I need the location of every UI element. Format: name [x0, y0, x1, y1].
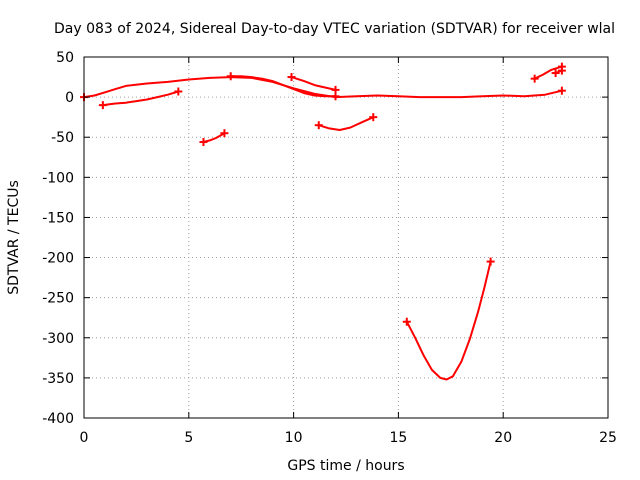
- series-line: [405, 260, 492, 381]
- y-tick-label: -100: [42, 170, 74, 186]
- x-tick-label: 20: [494, 430, 512, 446]
- data-point-marker: [369, 113, 378, 122]
- series-line: [290, 76, 337, 91]
- y-tick-label: 0: [65, 90, 74, 106]
- data-point-marker: [486, 257, 495, 266]
- series-layer: [80, 62, 566, 381]
- data-point-marker: [551, 69, 560, 78]
- y-tick-label: -200: [42, 251, 74, 267]
- y-tick-label: 50: [56, 50, 74, 66]
- series-line: [533, 65, 563, 80]
- x-axis-label: GPS time / hours: [287, 458, 404, 474]
- data-point-marker: [174, 87, 183, 96]
- data-point-marker: [402, 317, 411, 326]
- series-line: [317, 116, 375, 131]
- chart-title: Day 083 of 2024, Sidereal Day-to-day VTE…: [54, 21, 615, 37]
- series-line: [101, 90, 180, 107]
- data-point-marker: [314, 121, 323, 130]
- y-tick-label: -250: [42, 291, 74, 307]
- series-1: [98, 87, 183, 110]
- data-point-marker: [557, 86, 566, 95]
- series-4: [287, 73, 340, 94]
- x-tick-label: 10: [285, 430, 303, 446]
- data-point-marker: [557, 66, 566, 75]
- series-line: [83, 76, 563, 99]
- data-point-marker: [220, 129, 229, 138]
- y-tick-label: -400: [42, 411, 74, 427]
- plot-frame: [83, 56, 609, 419]
- data-point-marker: [331, 85, 340, 94]
- y-tick-label: -150: [42, 210, 74, 226]
- x-tick-label: 15: [389, 430, 407, 446]
- series-7: [530, 62, 566, 83]
- series-line: [202, 132, 226, 143]
- y-tick-label: -350: [42, 371, 74, 387]
- series-5: [314, 113, 378, 131]
- data-point-marker: [226, 72, 235, 81]
- series-8: [551, 66, 566, 78]
- data-point-marker: [98, 101, 107, 110]
- x-tick-label: 25: [599, 430, 617, 446]
- y-axis-label: SDTVAR / TECUs: [6, 180, 22, 295]
- y-tick-label: -50: [51, 130, 74, 146]
- x-tick-label: 5: [184, 430, 193, 446]
- series-line: [229, 75, 337, 98]
- data-point-marker: [199, 138, 208, 147]
- series-2: [199, 129, 229, 147]
- grid-layer: [84, 57, 608, 418]
- series-3: [226, 72, 340, 101]
- data-point-marker: [287, 73, 296, 82]
- x-tick-label: 0: [80, 430, 89, 446]
- data-point-marker: [530, 74, 539, 83]
- tick-layer: 0 5 10 15 20 25 50 0 -50 -100 -150 -200 -250 -300 -350…: [42, 50, 617, 446]
- y-tick-label: -300: [42, 331, 74, 347]
- series-6: [402, 257, 495, 381]
